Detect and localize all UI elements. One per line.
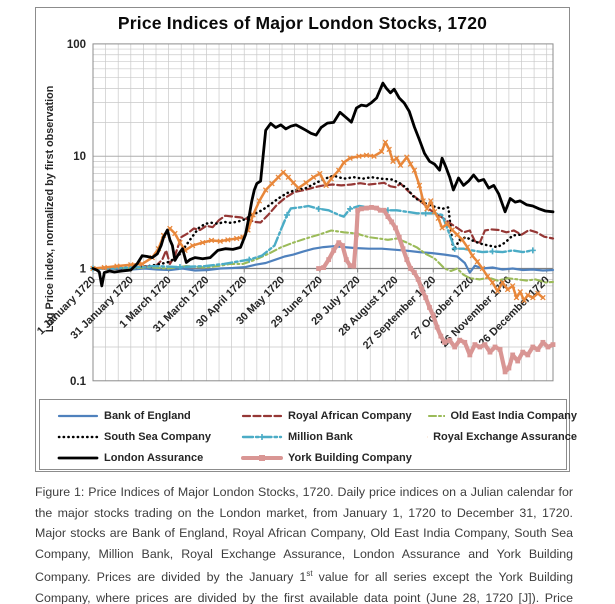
legend-label-million_bank: Million Bank — [288, 430, 353, 443]
series-royal_exchange — [90, 139, 546, 304]
legend-swatch-london_assurance — [57, 456, 99, 459]
gridlines — [92, 43, 554, 382]
y-axis-tick-labels: 100 10 1 0.1 — [67, 39, 87, 388]
series-south_sea — [91, 174, 522, 270]
legend-item-york_building: York Building Company — [241, 452, 427, 464]
y-tick-label: 10 — [73, 151, 86, 163]
legend-swatch-royal_exchange — [427, 435, 429, 438]
series-london_assurance — [91, 81, 555, 288]
legend-item-south_sea: South Sea Company — [57, 431, 241, 443]
legend-swatch-york_building — [241, 454, 283, 461]
figure-caption: Figure 1: Price Indices of Major London … — [35, 482, 573, 604]
legend-item-million_bank: Million Bank — [241, 431, 427, 443]
legend-label-royal_exchange: Royal Exchange Assurance — [433, 430, 577, 443]
caption-text-2: value for all series except the York Bui… — [35, 570, 573, 604]
y-tick-label: 100 — [67, 39, 86, 51]
legend-label-bank_of_england: Bank of England — [104, 409, 191, 422]
legend-swatch-old_east_india — [427, 414, 446, 417]
legend-label-london_assurance: London Assurance — [104, 451, 204, 464]
legend-swatch-royal_african — [241, 414, 283, 417]
chart-title: Price Indices of Major London Stocks, 17… — [117, 13, 488, 33]
caption-superscript: st — [306, 569, 313, 578]
legend-label-royal_african: Royal African Company — [288, 409, 412, 422]
series-york_building — [316, 205, 556, 375]
legend-item-old_east_india: Old East India Company — [427, 410, 577, 422]
y-tick-label: 1 — [80, 264, 87, 276]
legend-swatch-million_bank — [241, 433, 283, 440]
y-tick-label: 0.1 — [70, 376, 87, 388]
x-tick-label: 26 December 1720 — [477, 274, 552, 349]
legend-swatch-south_sea — [57, 435, 99, 438]
series-old_east_india — [91, 229, 555, 284]
legend-item-bank_of_england: Bank of England — [57, 410, 241, 422]
legend-label-york_building: York Building Company — [288, 451, 412, 464]
legend-item-london_assurance: London Assurance — [57, 452, 241, 464]
legend-label-old_east_india: Old East India Company — [450, 409, 577, 422]
legend-item-royal_exchange: Royal Exchange Assurance — [427, 431, 577, 443]
legend: Bank of England Royal African Company Old … — [39, 399, 577, 470]
legend-swatch-bank_of_england — [57, 414, 99, 417]
series-royal_african — [91, 181, 555, 270]
y-axis-title: Log Price index, normalized by first obs… — [44, 85, 56, 333]
legend-label-south_sea: South Sea Company — [104, 430, 211, 443]
legend-item-royal_african: Royal African Company — [241, 410, 427, 422]
caption-text-1: Figure 1: Price Indices of Major London … — [35, 485, 573, 585]
